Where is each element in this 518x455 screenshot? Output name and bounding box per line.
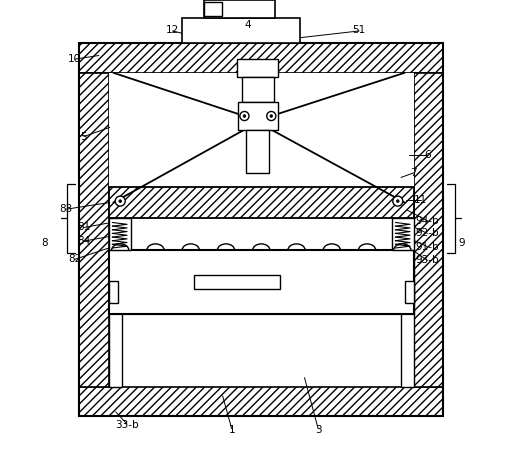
Text: 12: 12 [166,25,179,35]
Bar [405,281,414,303]
Bar [182,18,300,43]
Bar [205,0,275,18]
Text: 7: 7 [410,168,417,178]
Bar [109,218,131,250]
Bar [242,77,274,102]
Text: 3: 3 [315,425,322,435]
Text: 82: 82 [68,254,81,264]
Circle shape [270,115,272,117]
Bar [79,43,443,73]
Bar [194,275,280,289]
Bar [414,73,443,387]
Text: 10: 10 [68,54,81,64]
Bar [79,73,109,387]
Text: 11: 11 [414,195,427,205]
Text: 94-b: 94-b [415,216,439,226]
Text: 1: 1 [228,425,235,435]
Text: 5: 5 [80,131,87,142]
Bar [246,130,269,173]
Bar [392,218,414,250]
Circle shape [243,115,246,117]
Text: 81: 81 [77,222,91,233]
Text: 6: 6 [424,150,430,160]
Circle shape [267,111,276,121]
Bar [109,73,414,202]
Text: 92-b: 92-b [415,228,439,238]
Bar [401,250,414,387]
Text: 9: 9 [458,238,465,248]
Bar [79,43,443,416]
Text: 83: 83 [59,204,72,214]
Text: 91-b: 91-b [415,242,439,252]
Circle shape [240,111,249,121]
Text: 84: 84 [77,236,91,246]
Text: 51: 51 [352,25,366,35]
Circle shape [396,200,399,202]
Circle shape [119,200,122,202]
Bar [109,250,414,314]
Bar [238,102,278,130]
Bar [205,2,222,16]
Circle shape [393,196,403,206]
Text: 8: 8 [41,238,48,248]
Bar [79,387,443,416]
Text: 93-b: 93-b [415,255,439,265]
Circle shape [115,196,125,206]
Text: 4: 4 [244,20,251,30]
Bar [109,250,122,387]
Bar [109,187,414,218]
Bar [237,59,278,77]
Text: 33-b: 33-b [115,420,139,430]
Bar [109,281,118,303]
